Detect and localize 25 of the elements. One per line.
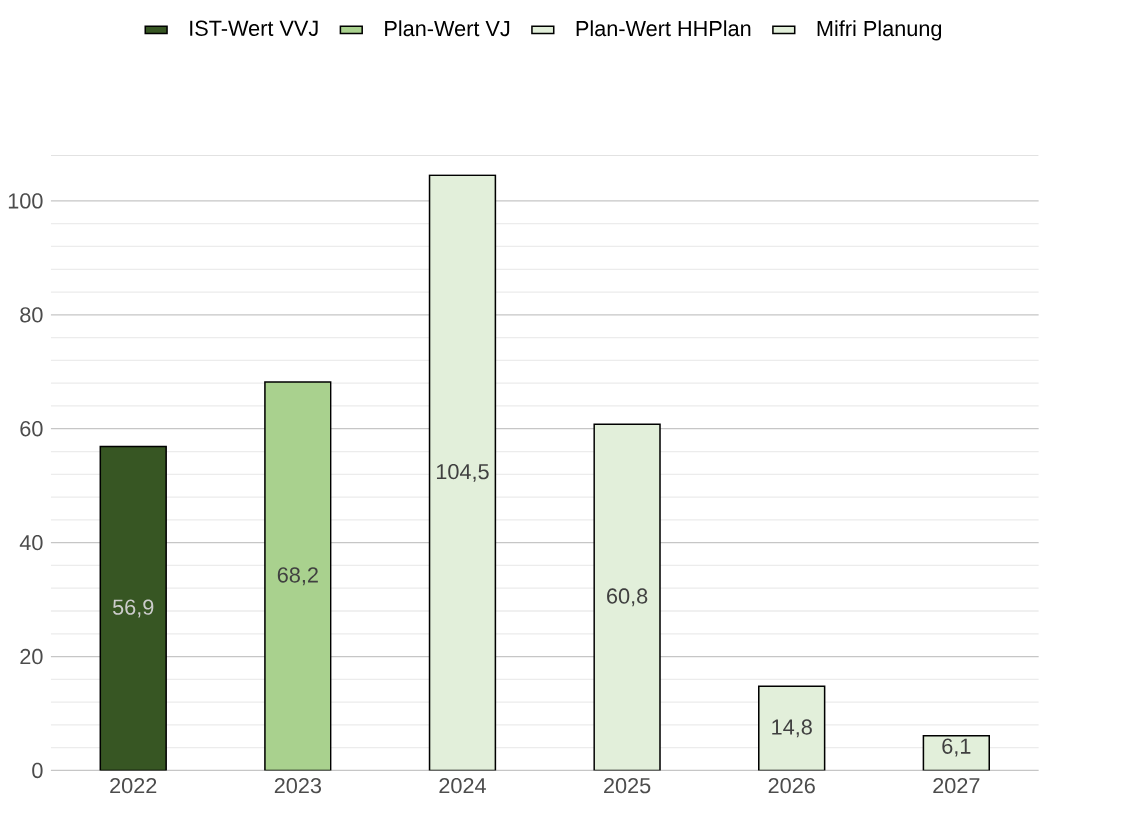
- x-tick-label: 2023: [274, 777, 322, 794]
- legend-label: Plan-Wert VJ: [385, 20, 510, 37]
- data-label: 60,8: [607, 588, 648, 607]
- y-tick-label: 80: [20, 307, 43, 323]
- y-tick-label: 0: [32, 762, 43, 779]
- data-label: 104,5: [436, 463, 489, 482]
- data-label: 56,9: [112, 599, 154, 618]
- data-label: 6,1: [942, 738, 971, 757]
- x-tick-label: 2022: [110, 777, 157, 794]
- data-label: 68,2: [277, 567, 318, 586]
- x-tick-label: 2024: [439, 777, 486, 794]
- bar: [922, 734, 991, 771]
- x-tick-label: 2026: [768, 777, 815, 794]
- y-tick-label: 40: [19, 534, 43, 551]
- legend-label: IST-Wert VVJ: [190, 20, 318, 36]
- bar: [593, 423, 661, 771]
- data-label: 14,8: [772, 719, 812, 738]
- legend-label: Mifri Planung: [817, 20, 942, 41]
- y-tick-label: 100: [8, 193, 43, 209]
- bar: [758, 685, 826, 771]
- x-tick-label: 2027: [933, 777, 980, 794]
- y-tick-label: 20: [20, 648, 43, 665]
- y-tick-label: 60: [20, 421, 43, 437]
- legend-label: Plan-Wert HHPlan: [576, 20, 751, 37]
- x-tick-label: 2025: [604, 777, 651, 794]
